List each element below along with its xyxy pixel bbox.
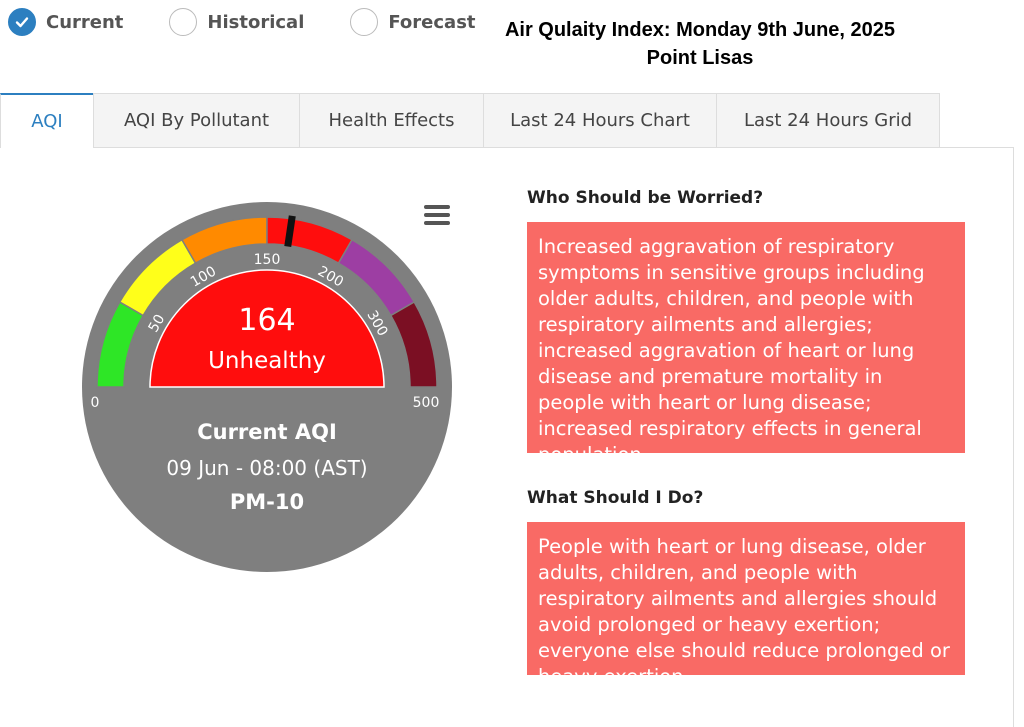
gauge-value-area: [149, 269, 385, 388]
tab-last-24-hours-grid[interactable]: Last 24 Hours Grid: [716, 93, 940, 148]
tab-aqi-by-pollutant[interactable]: AQI By Pollutant: [93, 93, 300, 148]
gauge-timestamp: 09 Jun - 08:00 (AST): [166, 456, 368, 480]
radio-label-historical: Historical: [207, 11, 305, 33]
radio-circle-current[interactable]: [8, 8, 36, 36]
gauge-tick-label: 500: [413, 395, 440, 411]
tab-health-effects-label: Health Effects: [328, 110, 455, 131]
page-title-line1: Air Qulaity Index: Monday 9th June, 2025: [504, 19, 896, 41]
page-title: Air Qulaity Index: Monday 9th June, 2025…: [400, 16, 1000, 72]
gauge-pollutant: PM-10: [229, 490, 305, 514]
gauge-aqi-value: 164: [238, 303, 296, 338]
page-title-location: Point Lisas: [646, 47, 754, 69]
gauge-label: Current AQI: [197, 420, 337, 444]
radio-historical[interactable]: Historical: [169, 8, 304, 36]
gauge-tick-label: 50: [146, 312, 169, 335]
tab-bar: AQI AQI By Pollutant Health Effects Last…: [0, 93, 1024, 148]
radio-current[interactable]: Current: [8, 8, 123, 36]
radio-forecast[interactable]: Forecast: [350, 8, 476, 36]
radio-circle-historical[interactable]: [169, 8, 198, 36]
radio-label-current: Current: [46, 11, 124, 33]
tab-health-effects[interactable]: Health Effects: [299, 93, 484, 148]
gauge-band-hazardous: [389, 300, 438, 388]
check-icon: [15, 17, 29, 28]
radio-label-forecast: Forecast: [388, 11, 476, 33]
todo-info-box: People with heart or lung disease, older…: [527, 522, 965, 688]
gauge-needle: [284, 215, 296, 248]
tab-aqi[interactable]: AQI: [0, 93, 94, 148]
tab-aqi-label: AQI: [31, 111, 63, 132]
tab-panel-right-border: [1013, 147, 1014, 727]
tab-last-24-hours-grid-label: Last 24 Hours Grid: [743, 110, 913, 131]
worried-section-title: Who Should be Worried?: [527, 188, 764, 208]
gauge-tick-label: 150: [254, 252, 281, 268]
worried-info-box: Increased aggravation of respiratory sym…: [527, 222, 965, 466]
todo-section-title: What Should I Do?: [527, 488, 704, 508]
hamburger-menu-icon[interactable]: [424, 205, 450, 231]
tab-last-24-hours-chart-label: Last 24 Hours Chart: [510, 110, 690, 131]
radio-circle-forecast[interactable]: [350, 8, 379, 36]
gauge-tick-label: 0: [91, 395, 100, 411]
tab-last-24-hours-chart[interactable]: Last 24 Hours Chart: [483, 93, 717, 148]
data-mode-radio-group: Current Historical Forecast: [8, 8, 522, 36]
tab-aqi-by-pollutant-label: AQI By Pollutant: [123, 110, 270, 131]
tab-panel-top-border: [93, 147, 1013, 148]
gauge-category: Unhealthy: [208, 348, 326, 374]
